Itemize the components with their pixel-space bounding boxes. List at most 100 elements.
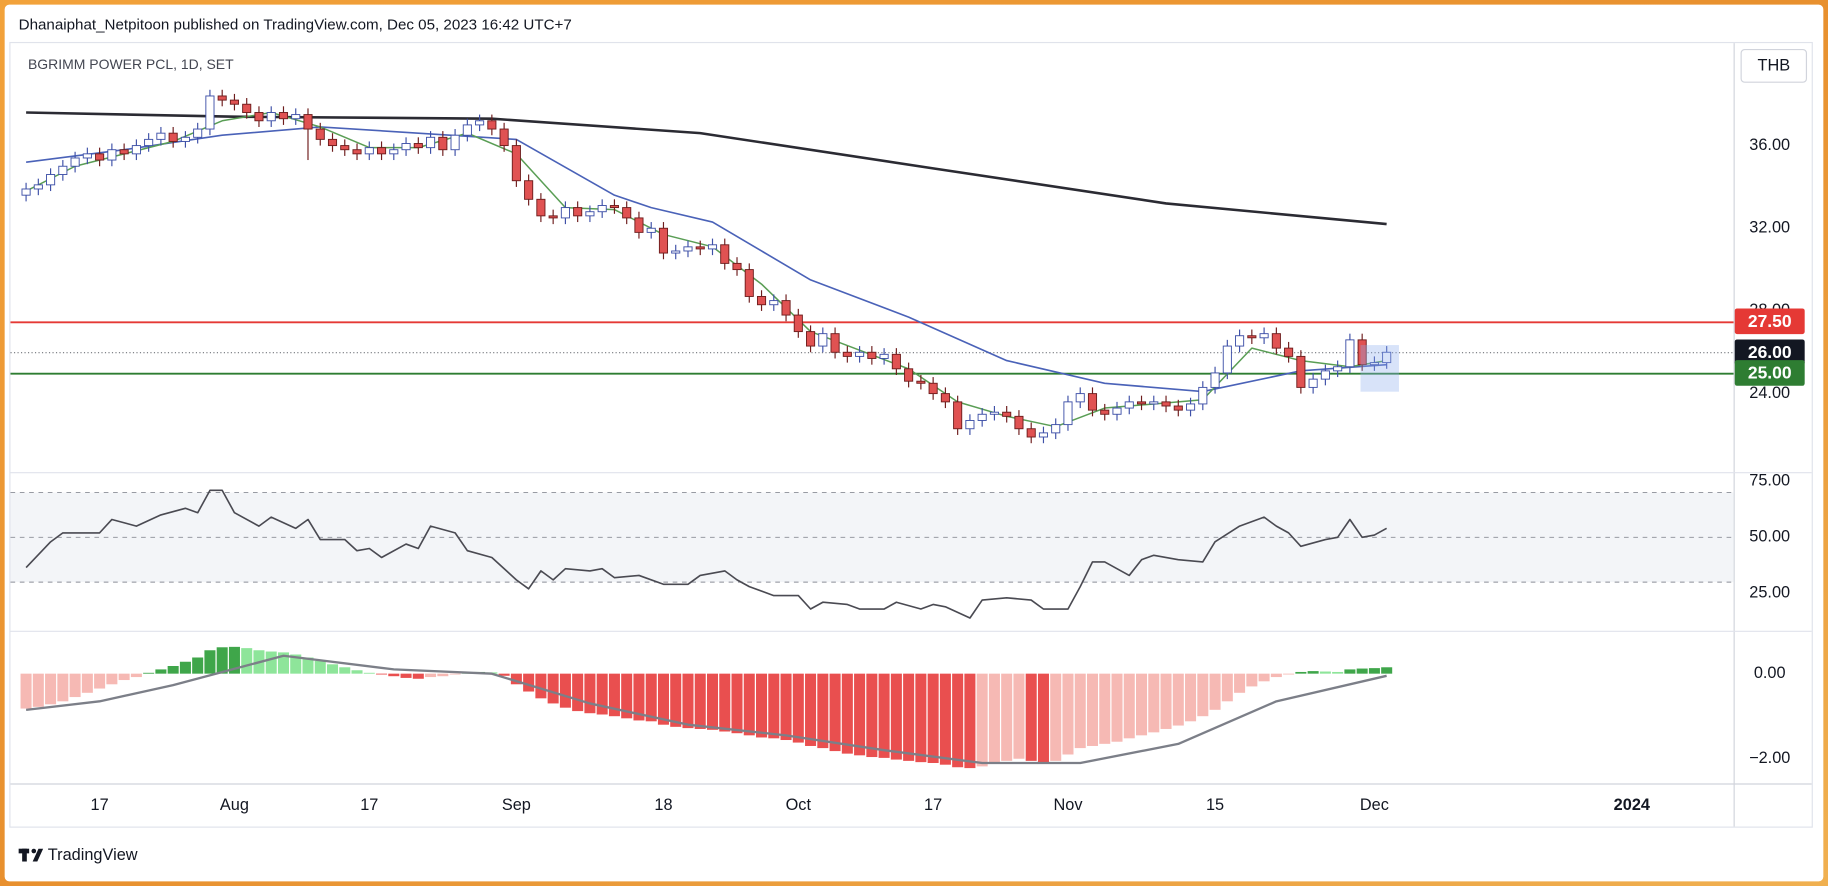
histogram-bar — [866, 673, 878, 758]
x-tick-label: 2024 — [1614, 796, 1650, 814]
candle-body — [842, 351, 852, 357]
candle-body — [1051, 424, 1061, 434]
candle-body — [107, 149, 117, 161]
histogram-bar — [241, 648, 253, 674]
histogram-bar — [645, 673, 657, 722]
price-badge — [1734, 308, 1805, 335]
candle-body — [646, 227, 656, 233]
histogram-bar — [952, 673, 964, 768]
candle-body — [401, 143, 411, 151]
currency[interactable]: THB — [1757, 57, 1790, 75]
histogram-bar — [1356, 668, 1368, 674]
x-tick-label: 17 — [924, 796, 942, 814]
candle-body — [1161, 401, 1171, 407]
candle-body — [720, 244, 730, 264]
candle-body — [916, 380, 926, 384]
histogram-bar — [805, 673, 817, 746]
candle-body — [364, 147, 374, 155]
histogram-bar — [118, 673, 130, 681]
histogram-bar — [535, 673, 547, 699]
x-tick-label: Oct — [786, 796, 812, 814]
histogram-bar — [1136, 673, 1148, 736]
candle-body — [1369, 362, 1379, 366]
histogram-bar — [1221, 673, 1233, 702]
candle-body — [1247, 335, 1257, 339]
histogram-bar — [633, 673, 645, 721]
candle-body — [58, 165, 68, 175]
histogram-bar — [559, 673, 571, 708]
candle-body — [462, 124, 472, 136]
histogram-bar — [167, 666, 179, 674]
histogram-bar — [106, 673, 118, 685]
candle-body — [818, 333, 828, 347]
histogram-bar — [510, 673, 522, 685]
candle-body — [1038, 432, 1049, 438]
histogram-bar — [1209, 673, 1221, 710]
line — [26, 126, 1387, 393]
histogram-bar — [988, 673, 1000, 764]
candle-body — [1026, 428, 1036, 438]
price-badge — [1734, 360, 1805, 386]
histogram-bar — [903, 673, 915, 761]
histogram-bar — [1123, 673, 1135, 739]
histogram-bar — [817, 673, 829, 749]
y-tick-label: 25.00 — [1749, 584, 1790, 602]
price-badge — [1734, 339, 1805, 366]
candle-body — [1173, 405, 1183, 411]
histogram-bar — [1148, 673, 1160, 733]
x-tick-label: 18 — [654, 796, 672, 814]
y-tick-label: 32.00 — [1749, 219, 1790, 237]
histogram-bar — [596, 673, 608, 715]
histogram-bar — [1062, 673, 1074, 755]
candle-body — [622, 207, 632, 219]
histogram-bar — [1050, 673, 1062, 761]
histogram-bar — [1013, 673, 1025, 759]
histogram-bar — [1111, 673, 1123, 742]
histogram-bar — [854, 673, 866, 756]
histogram-bar — [927, 673, 939, 763]
candle-body — [879, 353, 889, 359]
candle-body — [352, 149, 362, 155]
x-tick-label: Aug — [220, 796, 249, 814]
candle-body — [511, 145, 521, 182]
brand: TradingView — [48, 846, 138, 864]
candle-body — [413, 143, 423, 149]
histogram-bar — [290, 654, 302, 674]
histogram-bar — [719, 673, 731, 732]
brand-logo — [18, 848, 44, 862]
histogram-bar — [584, 673, 596, 714]
candle-body — [1075, 393, 1085, 403]
candle-body — [1100, 409, 1110, 415]
histogram-bar — [32, 673, 44, 707]
x-tick-label: 15 — [1206, 796, 1224, 814]
histogram-bar — [780, 673, 792, 741]
histogram-bar — [829, 673, 841, 752]
candle-body — [426, 136, 436, 149]
histogram-bar — [302, 657, 314, 674]
histogram-bar — [69, 673, 81, 698]
x-tick-label: Dec — [1360, 796, 1389, 814]
histogram-bar — [841, 673, 853, 754]
currency-button[interactable] — [1740, 48, 1808, 83]
candle-body — [21, 188, 31, 196]
histogram-bar — [670, 673, 682, 727]
candle-body — [732, 262, 742, 271]
histogram-bar — [706, 673, 719, 730]
candle-body — [46, 174, 56, 186]
histogram-bar — [731, 673, 743, 734]
histogram-bar — [339, 667, 351, 674]
candle-body — [1296, 355, 1306, 388]
candle-body — [33, 184, 43, 190]
histogram-bar — [351, 670, 363, 674]
candle-body — [597, 205, 607, 213]
histogram-bar — [1074, 673, 1086, 749]
candle-body — [217, 95, 227, 101]
candle-body — [156, 132, 166, 140]
histogram-bar — [20, 673, 32, 709]
histogram-bar — [94, 673, 106, 689]
line — [25, 654, 1387, 765]
histogram-bar — [1381, 667, 1393, 674]
histogram-bar — [277, 652, 289, 674]
